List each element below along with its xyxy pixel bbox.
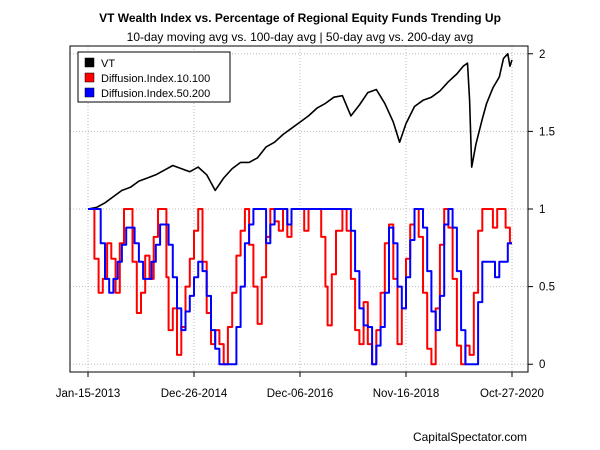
series-line-vt [87,53,513,210]
x-tick-label: Jan-15-2013 [56,388,121,400]
y-tick-label: 0.5 [539,282,555,294]
legend-label: Diffusion.Index.10.100 [101,73,210,85]
y-tick-label: 2 [539,49,545,61]
series-layer [87,53,513,366]
series-line-diffusion-index-50-200 [88,208,512,366]
chart-subtitle: 10-day moving avg vs. 100-day avg | 50-d… [127,30,474,44]
legend-swatch [84,87,95,98]
x-tick-label: Dec-26-2014 [161,388,228,400]
x-axis: Jan-15-2013 Dec-26-2014 Dec-06-2016 Nov-16-… [56,372,544,400]
y-tick-label: 1 [539,204,545,216]
y-tick-label: 0 [539,359,545,371]
legend-box [77,51,231,103]
legend-swatch [84,57,95,68]
legend: VT Diffusion.Index.10.100 Diffusion.Index.… [77,51,231,103]
chart-title: VT Wealth Index vs. Percentage of Region… [99,11,501,25]
x-tick-label: Dec-06-2016 [267,388,333,400]
y-tick-label: 1.5 [539,126,555,138]
credit-text: CapitalSpectator.com [413,430,527,444]
x-tick-label: Nov-16-2018 [373,388,439,400]
y-axis: 0 0.5 1 1.5 2 [528,49,555,371]
legend-swatch [84,72,95,83]
legend-label: Diffusion.Index.50.200 [101,88,210,100]
x-tick-label: Oct-27-2020 [480,388,544,400]
legend-label: VT [101,58,115,70]
